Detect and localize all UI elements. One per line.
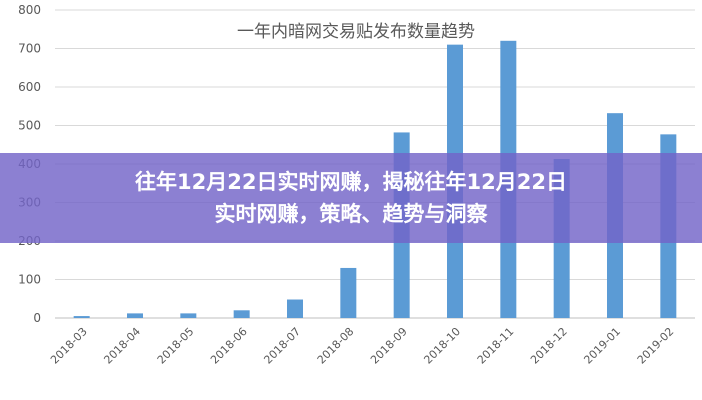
y-tick-label: 800	[18, 3, 41, 17]
bar-2018-05	[180, 313, 197, 318]
x-tick-label: 2018-10	[421, 325, 463, 367]
chart-title: 一年内暗网交易贴发布数量趋势	[237, 22, 475, 42]
headline-line-2: 实时网赚，策略、趋势与洞察	[214, 202, 488, 226]
y-tick-label: 600	[18, 80, 41, 94]
headline-banner: 往年12月22日实时网赚，揭秘往年12月22日 实时网赚，策略、趋势与洞察	[0, 153, 702, 243]
x-tick-label: 2018-07	[261, 325, 303, 367]
bar-2018-08	[340, 267, 357, 318]
bar-2018-03	[73, 316, 90, 318]
y-tick-label: 0	[33, 311, 41, 325]
bar-2018-07	[287, 299, 303, 318]
x-tick-label: 2019-02	[635, 325, 677, 367]
x-tick-label: 2018-12	[528, 325, 570, 367]
x-axis-ticks: 2018-03 2018-04 2018-05 2018-06 2018-07 2018-…	[48, 325, 676, 367]
x-tick-label: 2018-06	[208, 325, 250, 367]
x-tick-label: 2018-03	[48, 325, 90, 367]
x-tick-label: 2018-09	[368, 325, 410, 367]
y-tick-label: 700	[18, 42, 41, 56]
x-tick-label: 2018-04	[101, 325, 143, 367]
bar-2018-04	[127, 313, 143, 318]
y-tick-label: 500	[18, 119, 41, 133]
x-tick-label: 2018-05	[155, 325, 197, 367]
x-tick-label: 2019-01	[581, 325, 623, 367]
y-tick-label: 100	[18, 273, 41, 287]
x-tick-label: 2018-11	[475, 325, 517, 367]
bar-2018-06	[233, 310, 250, 318]
headline-line-1: 往年12月22日实时网赚，揭秘往年12月22日	[135, 170, 567, 194]
x-tick-label: 2018-08	[315, 325, 357, 367]
